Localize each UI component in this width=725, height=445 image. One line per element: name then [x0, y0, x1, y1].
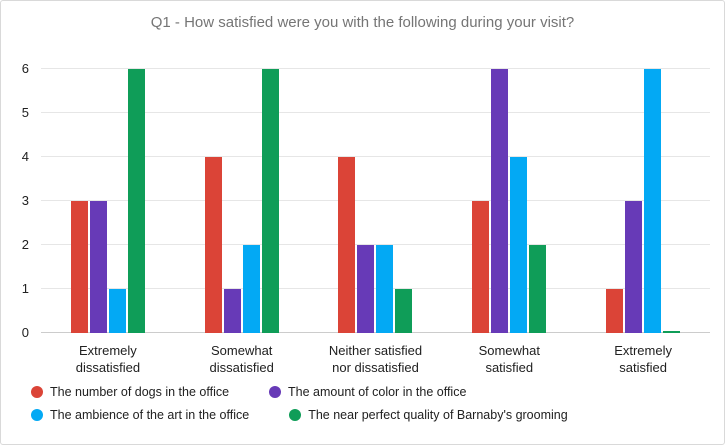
bar [338, 157, 356, 333]
bar [510, 157, 528, 333]
bar [606, 289, 624, 333]
gridline [41, 112, 710, 113]
bar [70, 201, 88, 333]
bar [376, 245, 394, 333]
x-axis-label: Somewhat satisfied [478, 343, 540, 375]
chart-title: Q1 - How satisfied were you with the fol… [150, 14, 575, 31]
legend-item: The ambience of the art in the office [31, 408, 249, 422]
legend-swatch-icon [269, 386, 282, 398]
legend-label: The number of dogs in the office [50, 385, 230, 399]
y-tick-label: 5 [21, 105, 29, 120]
legend-item: The number of dogs in the office [31, 385, 229, 399]
y-tick-label: 4 [21, 149, 29, 165]
y-tick-label: 1 [21, 281, 29, 297]
gridline [41, 288, 710, 289]
legend-label: The amount of color in the office [288, 385, 467, 399]
bar [663, 330, 681, 333]
bar [204, 157, 222, 333]
gridline [41, 156, 710, 157]
legend-label: The ambience of the art in the office [50, 408, 250, 422]
plot-area [41, 68, 710, 333]
bar-group [606, 69, 681, 333]
bar [261, 69, 279, 333]
x-axis: Extremely dissatisfied Somewhat dissatisf… [41, 342, 710, 376]
gridline [41, 68, 710, 69]
y-tick-label: 3 [21, 193, 29, 208]
bar [242, 245, 260, 333]
bar-group [338, 69, 413, 333]
bar-group [204, 69, 279, 333]
bar [491, 69, 509, 333]
y-tick-label: 0 [21, 325, 29, 340]
bar [127, 69, 145, 333]
bar [223, 289, 241, 333]
x-axis-label: Somewhat dissatisfied [209, 343, 274, 375]
bar-group [472, 69, 547, 333]
legend-item: The amount of color in the office [269, 385, 466, 399]
bar [395, 289, 413, 333]
bar [357, 245, 375, 333]
y-tick-label: 6 [21, 61, 29, 76]
legend: The number of dogs in the office The amou… [31, 385, 708, 422]
x-axis-label: Extremely dissatisfied [75, 343, 141, 375]
bar-group [70, 69, 145, 333]
y-axis: 0 1 2 3 4 5 6 [1, 61, 33, 340]
bar [472, 201, 490, 333]
x-axis-label: Extremely satisfied [614, 343, 672, 375]
legend-swatch-icon [31, 409, 43, 421]
x-axis-label: Neither satisfied nor dissatisfied [328, 343, 423, 375]
bar [89, 201, 107, 333]
gridline [41, 332, 710, 333]
legend-swatch-icon [31, 386, 43, 398]
legend-label: The near perfect quality of Barnaby's gr… [308, 408, 568, 422]
bar [644, 69, 662, 333]
gridline [41, 200, 710, 201]
gridline [41, 244, 710, 245]
legend-item: The near perfect quality of Barnaby's gr… [289, 408, 568, 422]
y-tick-label: 2 [21, 237, 29, 253]
bar [625, 201, 643, 333]
legend-swatch-icon [289, 409, 302, 421]
bar [529, 245, 547, 333]
bar-groups [41, 69, 710, 333]
bar [108, 289, 126, 333]
